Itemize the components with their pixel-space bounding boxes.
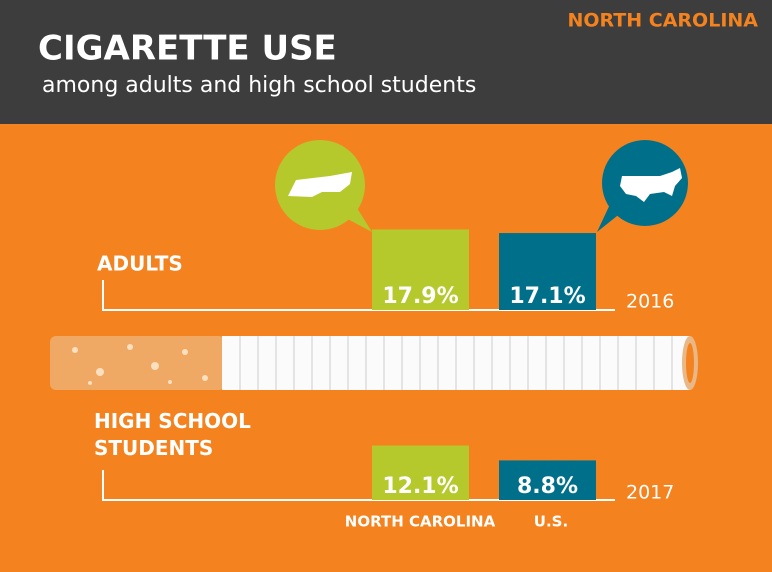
nc-bubble [275, 140, 372, 232]
category-label: HIGH SCHOOL STUDENTS [94, 409, 251, 460]
cigarette [50, 336, 698, 390]
value-label: 17.9% [382, 284, 458, 309]
subtitle: among adults and high school students [42, 73, 476, 98]
legend-label: U.S. [534, 513, 568, 531]
year-label: 2016 [626, 291, 674, 313]
bar [499, 460, 596, 500]
header [0, 0, 772, 124]
bar [499, 233, 596, 310]
bar [372, 229, 469, 310]
legend-label: NORTH CAROLINA [345, 513, 496, 531]
state-label: NORTH CAROLINA [567, 10, 758, 32]
title: CIGARETTE USE [38, 29, 337, 69]
year-label: 2017 [626, 482, 674, 504]
category-label: ADULTS [97, 252, 183, 276]
bar [372, 445, 469, 500]
value-label: 12.1% [382, 474, 458, 499]
value-label: 8.8% [517, 474, 578, 499]
us-bubble [597, 140, 688, 232]
value-label: 17.1% [509, 284, 585, 309]
category-label-box: HIGH SCHOOL STUDENTS [94, 409, 251, 460]
